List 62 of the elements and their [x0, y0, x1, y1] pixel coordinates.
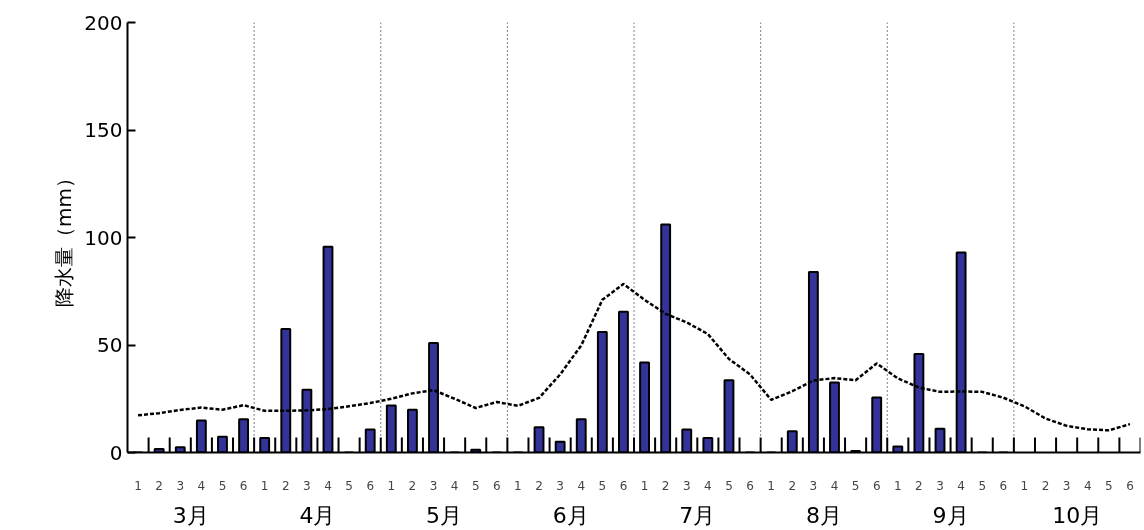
- x-tick-label: 1: [387, 478, 396, 493]
- x-tick-label: 4: [957, 478, 965, 493]
- x-tick-label: 5: [218, 478, 227, 493]
- x-tick-label: 1: [640, 478, 649, 493]
- y-tick-label: 200: [84, 10, 123, 35]
- x-tick-label: 5: [471, 478, 480, 493]
- x-tick-label: 3: [682, 478, 691, 493]
- x-tick-label: 3: [1062, 478, 1071, 493]
- x-tick-label: 6: [239, 478, 248, 493]
- x-tick-label: 4: [577, 478, 586, 493]
- x-tick-label: 3: [809, 478, 818, 493]
- x-tick-label: 6: [366, 478, 375, 493]
- x-tick-label: 1: [260, 478, 269, 493]
- x-tick-label: 4: [450, 478, 459, 493]
- text: 5月: [426, 502, 463, 528]
- y-tick-label: 100: [84, 225, 123, 250]
- x-tick-label: 3: [429, 478, 438, 493]
- x-tick-label: 3: [556, 478, 564, 493]
- y-tick-label: 150: [84, 118, 123, 142]
- text: 4月: [299, 502, 336, 528]
- x-tick-label: 2: [915, 478, 923, 493]
- text: 3月: [172, 502, 209, 528]
- x-tick-label: 5: [978, 478, 987, 493]
- x-tick-label: 6: [1126, 478, 1134, 493]
- x-tick-label: 4: [1083, 478, 1092, 493]
- x-tick-label: 6: [746, 478, 754, 493]
- x-tick-label: 2: [661, 478, 670, 493]
- y-tick-label: 50: [97, 333, 123, 357]
- x-tick-label: 5: [598, 478, 607, 493]
- x-tick-label: 4: [197, 478, 206, 493]
- x-tick-label: 5: [851, 478, 860, 493]
- x-tick-label: 1: [514, 478, 522, 493]
- x-tick-label: 1: [767, 478, 775, 493]
- x-tick-label: 4: [324, 478, 332, 493]
- y-axis-title: 降水量（mm）: [52, 168, 77, 307]
- x-tick-label: 3: [176, 478, 185, 493]
- x-tick-label: 2: [535, 478, 543, 493]
- y-tick-label: 0: [109, 440, 123, 465]
- x-tick-label: 5: [725, 478, 733, 493]
- x-tick-label: 5: [1105, 478, 1113, 493]
- x-tick-label: 2: [281, 478, 290, 493]
- text: 6月: [552, 502, 589, 528]
- x-tick-label: 5: [345, 478, 353, 493]
- x-tick-label: 2: [788, 478, 797, 493]
- x-tick-label: 3: [303, 478, 311, 493]
- x-tick-label: 6: [999, 478, 1008, 493]
- x-tick-label: 1: [134, 478, 142, 493]
- x-tick-label: 2: [1041, 478, 1050, 493]
- x-tick-label: 2: [155, 478, 163, 493]
- x-tick-label: 1: [1020, 478, 1029, 493]
- text: 10月: [1052, 502, 1103, 528]
- text: 7月: [679, 502, 716, 528]
- x-tick-label: 1: [893, 478, 902, 493]
- x-tick-label: 3: [936, 478, 944, 493]
- x-tick-label: 4: [704, 478, 712, 493]
- x-tick-label: 6: [493, 478, 501, 493]
- x-tick-label: 6: [872, 478, 881, 493]
- text: 9月: [932, 502, 969, 528]
- x-tick-label: 6: [619, 478, 628, 493]
- x-tick-label: 4: [830, 478, 839, 493]
- x-tick-label: 2: [408, 478, 417, 493]
- text: 8月: [805, 502, 842, 528]
